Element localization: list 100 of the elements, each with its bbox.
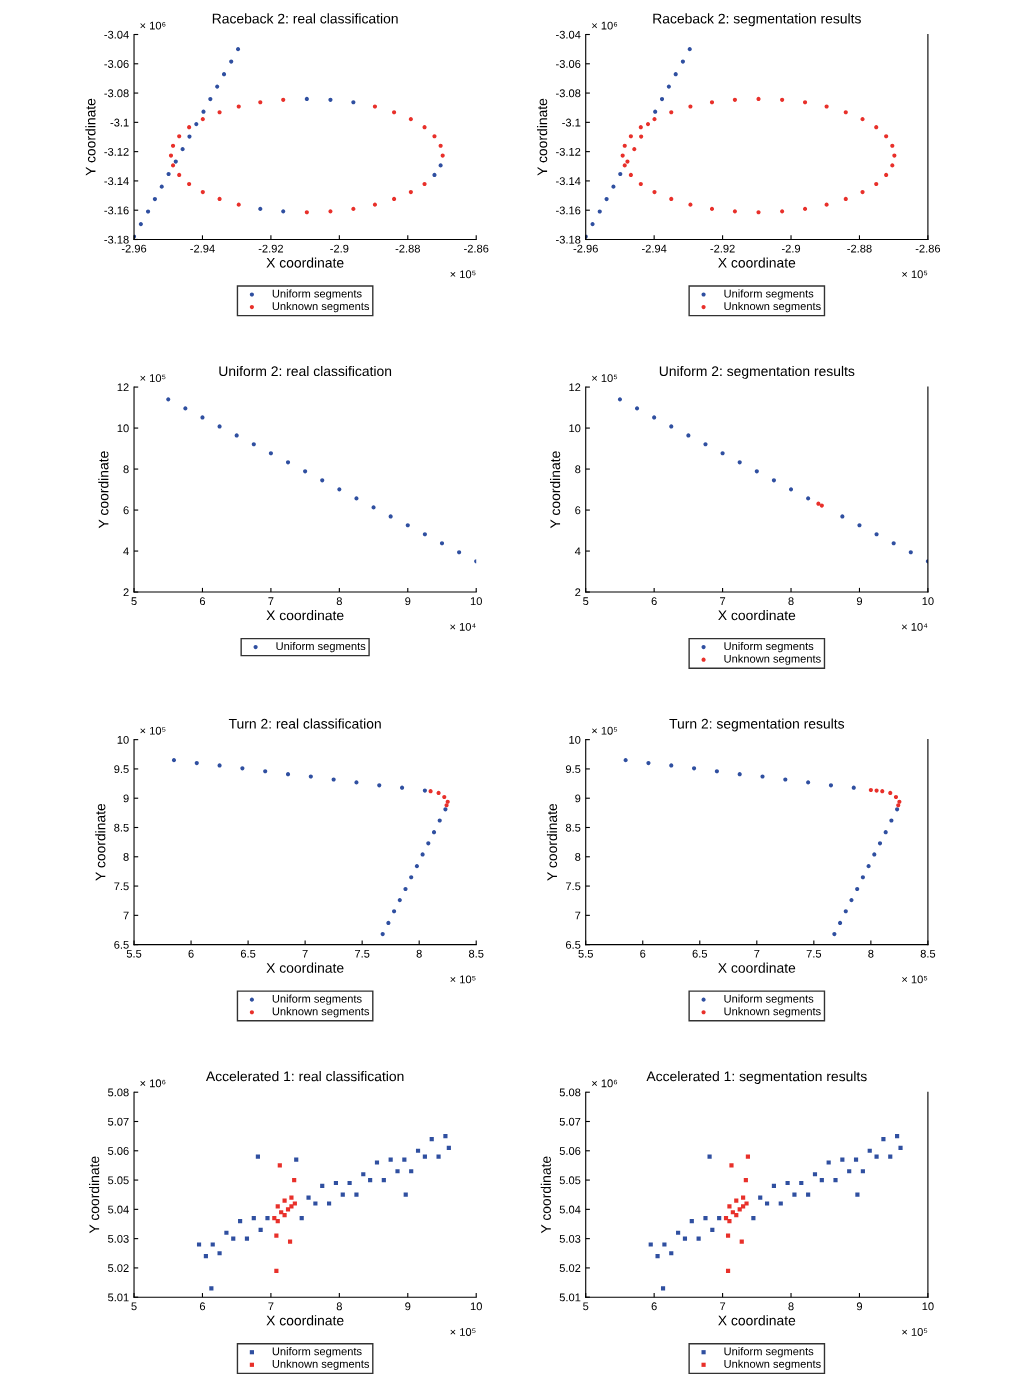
x-tick-label: -2.92 <box>258 244 284 253</box>
point <box>597 209 602 214</box>
point <box>622 163 627 168</box>
point <box>646 760 651 766</box>
point <box>431 830 437 835</box>
point <box>255 1154 260 1159</box>
x-axis-title: X coordinate <box>266 1315 344 1326</box>
chart-title: Accelerated 1: real classification <box>205 1071 404 1082</box>
point <box>737 460 742 465</box>
x-tick-label: 8 <box>868 949 874 958</box>
point <box>351 100 356 105</box>
point <box>666 84 671 89</box>
point <box>429 1136 434 1142</box>
text: × 10⁵ <box>592 726 618 735</box>
point <box>289 1195 294 1200</box>
text: × 10⁵ <box>902 975 928 984</box>
point <box>408 117 413 122</box>
legend-label: Unknown segments <box>724 1359 821 1371</box>
point <box>771 1183 776 1189</box>
x-tick-label: 6.5 <box>692 949 708 958</box>
point <box>187 125 192 130</box>
x-tick-label: 9 <box>405 1302 411 1311</box>
y-tick-label: 6 <box>575 506 581 515</box>
point <box>874 532 879 537</box>
x-tick-label: 8.5 <box>920 949 936 958</box>
point <box>744 1201 749 1206</box>
point <box>320 478 325 483</box>
point <box>618 171 623 177</box>
point <box>258 206 263 211</box>
x-tick-label: 8 <box>336 597 342 606</box>
legend-label: Uniform segments <box>724 1347 814 1358</box>
y-tick-label: 10 <box>117 735 129 744</box>
point <box>263 769 268 774</box>
point <box>217 1251 222 1256</box>
point <box>236 104 241 109</box>
point <box>895 1134 900 1139</box>
y-tick-label: 8 <box>123 853 129 861</box>
point <box>381 1177 386 1183</box>
point <box>229 59 234 64</box>
point <box>866 864 871 869</box>
x-tick-label: 7.5 <box>355 949 370 958</box>
point <box>895 807 900 812</box>
point <box>710 1227 715 1232</box>
point <box>187 134 192 139</box>
point <box>386 920 391 926</box>
y-tick-label: 5.08 <box>107 1088 129 1097</box>
x-tick-label: -2.86 <box>464 244 489 253</box>
point <box>780 209 785 214</box>
point <box>883 830 888 835</box>
point <box>819 1177 824 1183</box>
point <box>893 794 899 800</box>
point <box>308 774 313 779</box>
point <box>173 159 178 164</box>
point <box>734 1198 739 1203</box>
point <box>843 196 848 202</box>
point <box>653 109 658 114</box>
x-tick-label: -2.88 <box>395 244 420 253</box>
x-tick-label: 10 <box>470 1302 482 1311</box>
point <box>405 523 410 528</box>
y-tick-label: -3.18 <box>104 235 129 244</box>
point <box>689 1218 694 1224</box>
point <box>837 920 843 926</box>
point <box>457 550 462 555</box>
legend-label: Uniform segments <box>272 289 362 300</box>
x-tick-label: 6 <box>651 597 657 606</box>
x-tick-label: 6.5 <box>240 949 256 958</box>
chart-title: Raceback 2: real classification <box>212 13 398 24</box>
point <box>717 1216 722 1221</box>
legend-label: Uniform segments <box>724 994 814 1005</box>
point <box>171 758 177 763</box>
point <box>446 1145 451 1150</box>
point <box>251 442 256 447</box>
y-tick-label: 10 <box>117 424 129 433</box>
point <box>168 153 174 158</box>
y-tick-label: 9.5 <box>565 765 581 774</box>
point <box>604 196 609 202</box>
point <box>275 1204 280 1209</box>
x-tick-label: 7 <box>302 949 308 958</box>
y-tick-label: 9.5 <box>114 765 129 774</box>
point <box>287 1239 293 1244</box>
y-tick-label: -3.18 <box>556 235 581 244</box>
y-tick-label: -3.04 <box>556 30 581 39</box>
text: × 10⁵ <box>450 1328 476 1336</box>
point <box>888 790 893 796</box>
x-tick-label: 8 <box>788 1302 794 1311</box>
point <box>714 769 719 774</box>
point <box>258 1227 263 1232</box>
y-tick-label: 6 <box>123 506 129 515</box>
x-tick-label: 9 <box>405 597 411 606</box>
point <box>281 209 286 214</box>
x-tick-label: -2.96 <box>121 244 147 253</box>
point <box>258 100 263 105</box>
legend-label: Uniform segments <box>724 641 814 653</box>
legend-label: Unknown segments <box>724 301 821 313</box>
point <box>388 1157 393 1162</box>
x-axis-title: X coordinate <box>718 962 796 973</box>
point <box>422 1154 427 1159</box>
x-tick-label: 5.5 <box>578 949 593 958</box>
text: × 10⁵ <box>902 270 928 279</box>
point <box>333 1180 338 1186</box>
